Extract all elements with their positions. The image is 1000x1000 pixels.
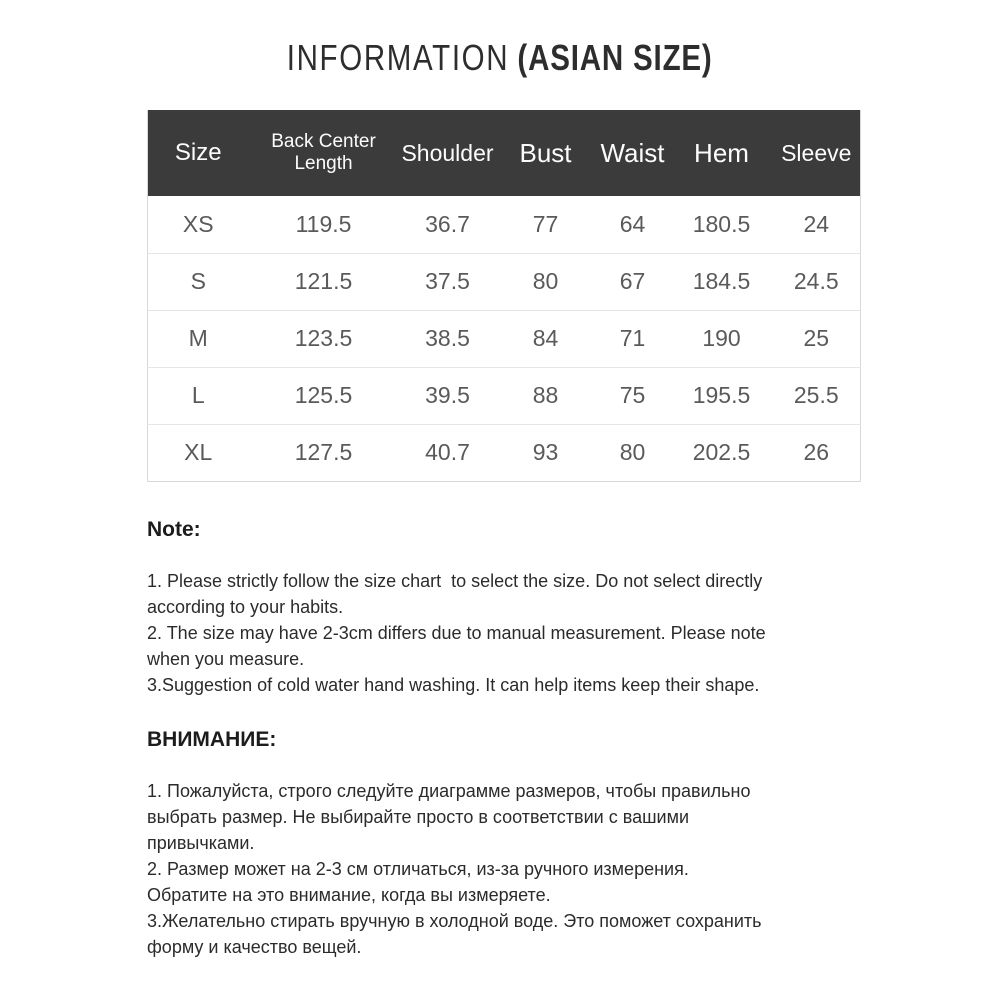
measure-cell: 80 (496, 253, 595, 311)
measure-cell: 77 (496, 196, 595, 254)
measure-cell: 195.5 (670, 367, 773, 425)
column-header-hem: Hem (670, 110, 773, 196)
note-line: 2. The size may have 2-3cm differs due t… (147, 622, 766, 643)
table-row-l: L 125.5 39.5 88 75 195.5 25.5 (147, 367, 861, 425)
attention-line: привычками. (147, 832, 255, 853)
measure-cell: 202.5 (692, 439, 751, 465)
note-heading: Note: (147, 517, 201, 541)
measure-cell: 127.5 (294, 439, 353, 465)
measure-cell: 71 (594, 310, 671, 368)
measure-cell: 26 (803, 439, 830, 465)
attention-line: 2. Размер может на 2-3 см отличаться, из… (147, 858, 689, 879)
measure-cell: 40.7 (425, 439, 470, 465)
measure-cell: 80 (619, 439, 646, 465)
size-cell: XL (184, 439, 213, 465)
measure-cell: 121.5 (248, 253, 399, 311)
column-header-bust: Bust (496, 110, 595, 196)
attention-line: Обратите на это внимание, когда вы измер… (147, 884, 551, 905)
page-title-inner: INFORMATION (ASIAN SIZE) (287, 36, 713, 80)
measure-cell: 25 (772, 310, 861, 368)
size-info-page: INFORMATION (ASIAN SIZE) Size Back Center… (0, 36, 1000, 1000)
measure-cell: 25.5 (772, 367, 861, 425)
table-row-xl: XL 127.5 40.7 93 80 202.5 26 (148, 424, 861, 481)
column-header-waist: Waist (594, 110, 671, 196)
table-row-s: S 121.5 37.5 80 67 184.5 24.5 (147, 253, 861, 311)
note-line: when you measure. (147, 648, 305, 669)
measure-cell: 67 (594, 253, 671, 311)
note-section: Note: 1. Please strictly follow the size… (147, 518, 907, 698)
attention-line: выбрать размер. Не выбирайте просто в со… (147, 806, 690, 827)
size-chart-table: Size Back Center Length Shoulder Bust Wa… (147, 110, 861, 482)
column-header-sleeve: Sleeve (772, 110, 861, 196)
measure-cell: 75 (594, 367, 671, 425)
column-header-size: Size (147, 110, 249, 196)
measure-cell: 24 (772, 196, 861, 254)
note-body: 1. Please strictly follow the size chart… (147, 568, 907, 698)
attention-heading: ВНИМАНИЕ: (147, 727, 277, 751)
title-information: INFORMATION (287, 37, 510, 78)
measure-cell: 125.5 (248, 367, 399, 425)
measure-cell: 37.5 (398, 253, 497, 311)
measure-cell: 93 (532, 439, 559, 465)
attention-line: 3.Желательно стирать вручную в холодной … (147, 910, 762, 931)
attention-line: 1. Пожалуйста, строго следуйте диаграмме… (147, 780, 751, 801)
measure-cell: 190 (670, 310, 773, 368)
attention-body: 1. Пожалуйста, строго следуйте диаграмме… (147, 778, 907, 960)
size-chart-body: XS 119.5 36.7 77 64 180.5 24 S 121.5 37.… (147, 196, 861, 481)
measure-cell: 88 (496, 367, 595, 425)
table-row-m: M 123.5 38.5 84 71 190 25 (147, 310, 861, 368)
title-asian-size: (ASIAN SIZE) (517, 37, 713, 78)
size-cell: M (147, 310, 249, 368)
size-chart-header: Size Back Center Length Shoulder Bust Wa… (147, 110, 861, 196)
header-row: Size Back Center Length Shoulder Bust Wa… (147, 110, 861, 196)
measure-cell: 180.5 (670, 196, 773, 254)
note-line: 1. Please strictly follow the size chart… (147, 570, 763, 591)
column-header-shoulder: Shoulder (398, 110, 497, 196)
attention-line: форму и качество вещей. (147, 936, 362, 957)
note-line: 3.Suggestion of cold water hand washing.… (147, 674, 760, 695)
measure-cell: 64 (594, 196, 671, 254)
measure-cell: 24.5 (772, 253, 861, 311)
note-line: according to your habits. (147, 596, 344, 617)
measure-cell: 123.5 (248, 310, 399, 368)
measure-cell: 39.5 (398, 367, 497, 425)
size-cell: XS (147, 196, 249, 254)
measure-cell: 38.5 (398, 310, 497, 368)
measure-cell: 84 (496, 310, 595, 368)
page-title: INFORMATION (ASIAN SIZE) (0, 36, 1000, 80)
measure-cell: 184.5 (670, 253, 773, 311)
size-cell: S (147, 253, 249, 311)
measure-cell: 36.7 (398, 196, 497, 254)
table-row-xs: XS 119.5 36.7 77 64 180.5 24 (147, 196, 861, 254)
column-header-back-center-length: Back Center Length (248, 110, 399, 196)
measure-cell: 119.5 (248, 196, 399, 254)
size-cell: L (147, 367, 249, 425)
attention-section: ВНИМАНИЕ: 1. Пожалуйста, строго следуйте… (147, 728, 907, 960)
